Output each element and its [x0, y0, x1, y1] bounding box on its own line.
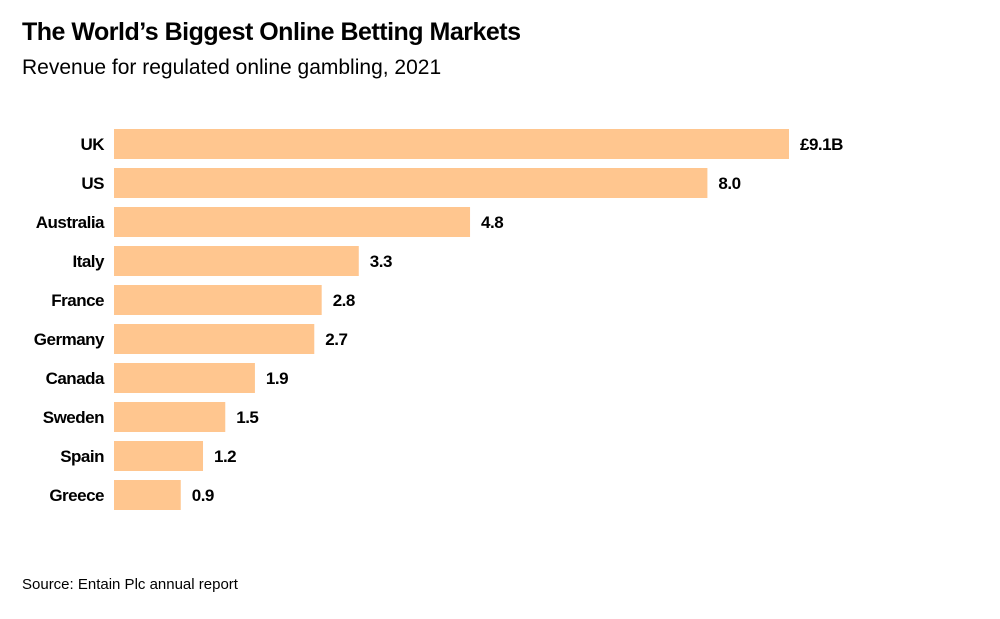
chart-subtitle: Revenue for regulated online gambling, 2… [22, 56, 442, 79]
category-label: Germany [34, 330, 105, 349]
value-label: 0.9 [192, 486, 214, 505]
value-label: 2.7 [325, 330, 347, 349]
bar-us [114, 168, 708, 198]
bar-germany [114, 324, 315, 354]
bar-greece [114, 480, 181, 510]
category-label: US [81, 174, 104, 193]
category-label: Australia [36, 213, 105, 232]
value-label: 2.8 [333, 291, 355, 310]
bar-australia [114, 207, 471, 237]
value-label: 8.0 [718, 174, 740, 193]
value-label: £9.1B [800, 135, 843, 154]
value-label: 1.9 [266, 369, 288, 388]
category-label: UK [80, 135, 105, 154]
category-label: France [51, 291, 104, 310]
chart-title: The World’s Biggest Online Betting Marke… [22, 18, 521, 46]
bar-italy [114, 246, 359, 276]
category-label: Italy [72, 252, 105, 271]
value-label: 1.2 [214, 447, 236, 466]
bar-sweden [114, 402, 226, 432]
category-label: Spain [60, 447, 104, 466]
bar-france [114, 285, 322, 315]
category-label: Sweden [43, 408, 104, 427]
value-label: 1.5 [236, 408, 258, 427]
source-note: Source: Entain Plc annual report [22, 576, 238, 593]
value-label: 4.8 [481, 213, 503, 232]
category-label: Canada [46, 369, 105, 388]
bar-uk [114, 129, 789, 159]
category-label: Greece [49, 486, 104, 505]
bar-spain [114, 441, 204, 471]
bar-canada [114, 363, 255, 393]
value-label: 3.3 [370, 252, 392, 271]
